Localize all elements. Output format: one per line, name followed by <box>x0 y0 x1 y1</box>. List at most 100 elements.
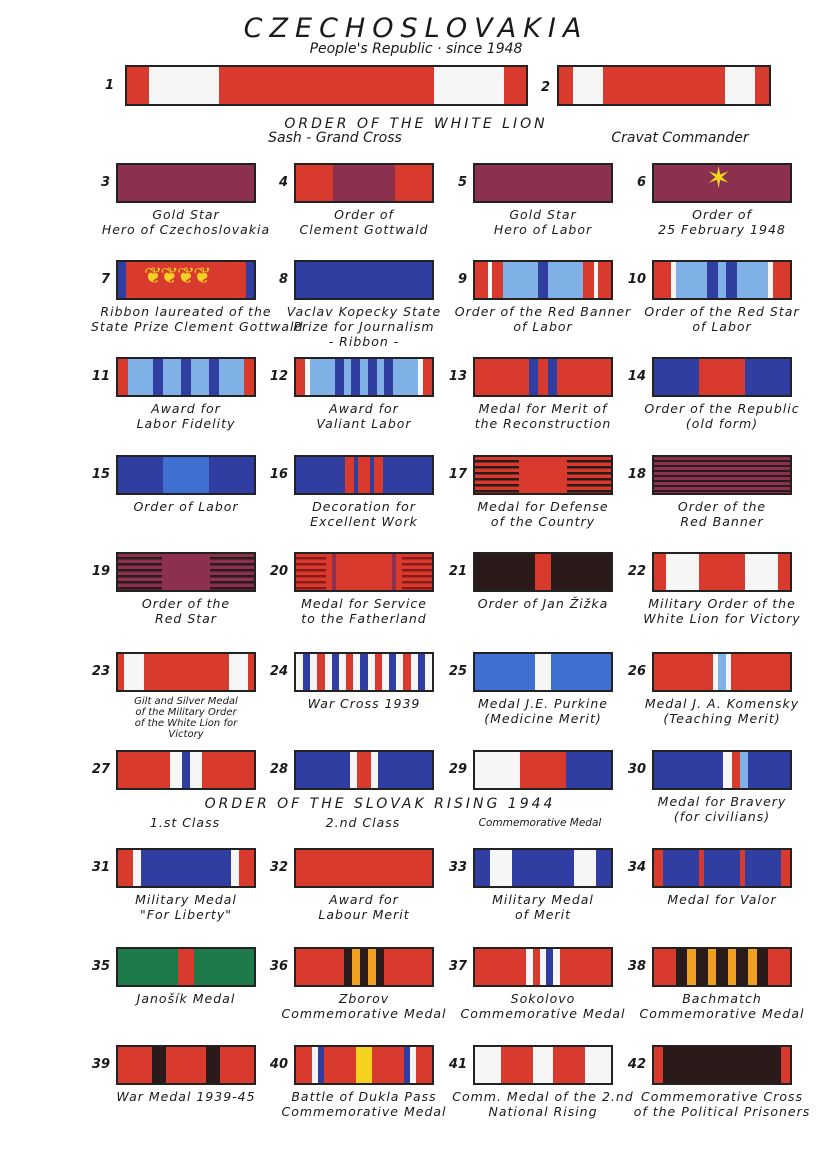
ribbon-number: 4 <box>278 175 288 190</box>
ribbon-caption: Comm. Medal of the 2.nd <box>452 1089 634 1104</box>
laurel-branch-icon: ❦❦❦❦ <box>144 264 212 289</box>
ribbon-number: 20 <box>269 564 288 579</box>
ribbon-number: 5 <box>457 175 467 190</box>
ribbon-number: 39 <box>91 1057 110 1072</box>
ribbon: ❦❦❦❦ <box>116 260 256 300</box>
ribbon <box>652 750 792 790</box>
ribbon-caption: Labor Fidelity <box>136 416 236 431</box>
ribbon-caption: Order of the <box>677 499 767 514</box>
ribbon-caption: - Ribbon - <box>328 334 400 349</box>
ribbon-caption: Labour Merit <box>318 907 410 922</box>
ribbon-caption: Order of the Red Banner <box>454 304 632 319</box>
cravat-label: Cravat Commander <box>611 130 749 146</box>
ribbon-caption: State Prize Clement Gottwald <box>91 319 304 334</box>
ribbon-caption: the Reconstruction <box>474 416 612 431</box>
ribbon-number: 22 <box>627 564 646 579</box>
ribbon-number: 26 <box>627 664 646 679</box>
ribbon <box>294 552 434 592</box>
ribbon-number: 16 <box>269 467 288 482</box>
ribbon: ✶ <box>652 163 792 203</box>
ribbon-caption: Gold Star <box>152 207 220 222</box>
page-subtitle: People's Republic · since 1948 <box>309 41 523 57</box>
ribbon-number: 6 <box>636 175 646 190</box>
ribbon-caption: Red Star <box>155 611 217 626</box>
ribbon-number: 8 <box>278 272 288 287</box>
ribbon-caption: (for civilians) <box>673 809 771 824</box>
ribbon-caption: Award for <box>329 401 399 416</box>
ribbon-number: 21 <box>448 564 467 579</box>
ribbon <box>473 163 613 203</box>
ribbon <box>652 552 792 592</box>
ribbon-number: 7 <box>100 272 110 287</box>
ribbon-caption: of the Country <box>490 514 596 529</box>
ribbon-caption: Janošík Medal <box>136 991 236 1006</box>
ribbon-caption: Vaclav Kopecky State <box>286 304 442 319</box>
ribbon <box>294 357 434 397</box>
ribbon-number: 31 <box>91 860 110 875</box>
ribbon <box>473 750 613 790</box>
ribbon-number: 29 <box>448 762 467 777</box>
ribbon-caption: Medal J. A. Komensky <box>644 696 800 711</box>
ribbon-number: 1 <box>104 78 114 93</box>
ribbon-caption: Battle of Dukla Pass <box>291 1089 437 1104</box>
section-title-slovak-rising: ORDER OF THE SLOVAK RISING 1944 <box>204 796 556 812</box>
ribbon <box>116 848 256 888</box>
ribbon-caption: "For Liberty" <box>140 907 232 922</box>
ribbon-caption: Military Order of the <box>648 596 796 611</box>
ribbon <box>116 652 256 692</box>
ribbon <box>294 1045 434 1085</box>
ribbon <box>652 947 792 987</box>
ribbon-number: 25 <box>448 664 467 679</box>
ribbon-number: 33 <box>448 860 467 875</box>
ribbon-caption: of Labor <box>513 319 573 334</box>
ribbon-caption: Gilt and Silver Medal <box>134 696 238 707</box>
sash-label: Sash - Grand Cross <box>268 130 402 146</box>
ribbon-number: 15 <box>91 467 110 482</box>
ribbon <box>116 552 256 592</box>
ribbon-number: 24 <box>269 664 288 679</box>
ribbon-caption: Medal for Service <box>301 596 427 611</box>
ribbon-number: 32 <box>269 860 288 875</box>
ribbon-white-lion-sash <box>125 65 528 106</box>
ribbon-caption: Ribbon laureated of the <box>100 304 272 319</box>
ribbon-caption: Order of <box>334 207 394 222</box>
class-1-label: 1.st Class <box>149 815 221 830</box>
ribbon-caption: Medal for Bravery <box>657 794 787 809</box>
ribbon-caption: Clement Gottwald <box>299 222 429 237</box>
ribbon-caption: Prize for Journalism <box>293 319 435 334</box>
ribbon-number: 10 <box>627 272 646 287</box>
ribbon <box>473 652 613 692</box>
ribbon-number: 12 <box>269 369 288 384</box>
ribbon-caption: Order of the Red Star <box>644 304 800 319</box>
ribbon-caption: Commemorative Medal <box>460 1006 626 1021</box>
ribbon-number: 36 <box>269 959 288 974</box>
ribbon <box>652 1045 792 1085</box>
ribbon-caption: of the Military Order <box>135 707 237 718</box>
ribbon <box>652 652 792 692</box>
ribbon-number: 30 <box>627 762 646 777</box>
ribbon <box>294 455 434 495</box>
ribbon <box>473 552 613 592</box>
ribbon <box>473 357 613 397</box>
ribbon-caption: to the Fatherland <box>301 611 427 626</box>
ribbon <box>473 848 613 888</box>
ribbon <box>294 750 434 790</box>
ribbon <box>473 1045 613 1085</box>
ribbon-caption: Medal for Valor <box>667 892 777 907</box>
ribbon-caption: War Medal 1939-45 <box>116 1089 256 1104</box>
ribbon-caption: Bachmatch <box>682 991 762 1006</box>
ribbon-number: 40 <box>269 1057 288 1072</box>
ribbon-caption: Zborov <box>338 991 390 1006</box>
ribbon-caption: Commemorative Medal <box>281 1006 447 1021</box>
ribbon-caption: Medal for Defense <box>477 499 609 514</box>
ribbon <box>294 848 434 888</box>
ribbon-number: 14 <box>627 369 646 384</box>
ribbon-caption: Gold Star <box>509 207 577 222</box>
ribbon-white-lion-cravat <box>557 65 771 106</box>
ribbon-caption: Victory <box>168 729 204 740</box>
ribbon <box>652 848 792 888</box>
ribbon-number: 23 <box>91 664 110 679</box>
ribbon-caption: Decoration for <box>312 499 416 514</box>
ribbon <box>473 455 613 495</box>
ribbon <box>116 357 256 397</box>
